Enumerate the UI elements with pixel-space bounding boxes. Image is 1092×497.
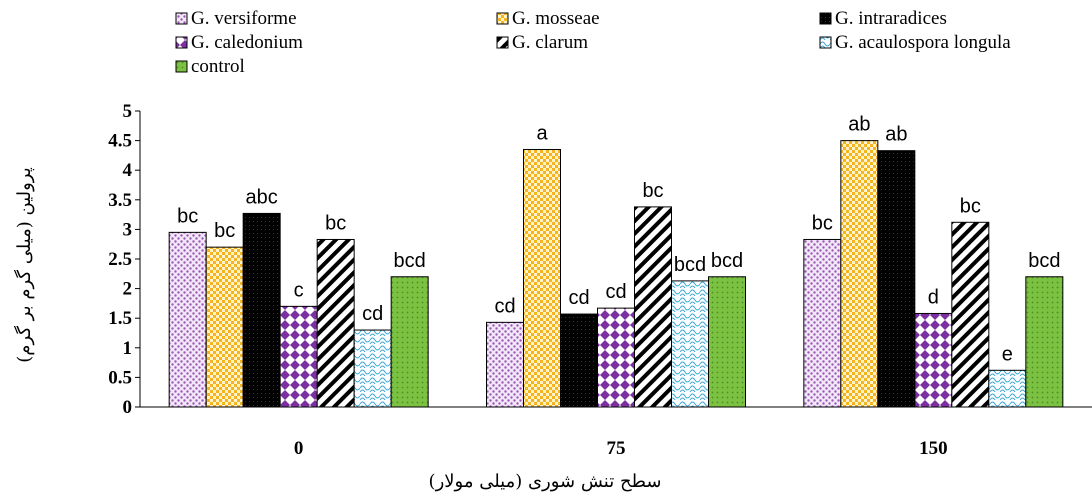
data-label: bcd: [711, 250, 743, 272]
data-label: bc: [325, 212, 346, 234]
legend-swatch: [496, 36, 509, 49]
legend-swatch: [175, 36, 188, 49]
bar: [353, 329, 392, 408]
data-label: cd: [362, 303, 383, 325]
bar: [597, 307, 635, 408]
bar: [634, 206, 672, 408]
bar: [560, 313, 598, 408]
y-tick-label: 1: [123, 338, 133, 359]
x-tick-label: 75: [607, 438, 626, 459]
legend-swatch: [175, 60, 188, 73]
y-tick-label: 0.5: [108, 367, 132, 388]
bar: [316, 238, 355, 408]
legend-label: G. acaulospora longula: [835, 32, 1011, 53]
data-label: e: [1002, 343, 1013, 365]
data-label: bc: [642, 180, 663, 202]
data-label: ab: [885, 124, 907, 146]
data-label: bcd: [394, 250, 426, 272]
bar: [242, 212, 281, 408]
bar: [279, 305, 318, 408]
data-label: cd: [605, 281, 626, 303]
data-label: ab: [848, 114, 870, 136]
y-tick-label: 2.5: [108, 249, 132, 270]
data-label: bcd: [1028, 250, 1060, 272]
y-tick-label: 1.5: [108, 308, 132, 329]
bar: [671, 280, 709, 408]
y-tick-label: 5: [123, 101, 133, 122]
bar: [877, 150, 916, 408]
bar: [840, 140, 879, 408]
legend-swatch: [819, 36, 832, 49]
x-tick-label: 150: [919, 438, 948, 459]
data-label: bc: [812, 212, 833, 234]
bar: [914, 312, 953, 408]
x-tick-label: 0: [294, 438, 304, 459]
legend-label: G. clarum: [512, 32, 588, 53]
bar: [951, 221, 990, 408]
legend-swatch: [819, 12, 832, 25]
data-label: abc: [246, 186, 278, 208]
legend-label: control: [191, 56, 245, 77]
y-tick-label: 4: [123, 160, 133, 181]
bar: [523, 148, 561, 408]
data-label: a: [536, 122, 548, 144]
y-tick-label: 2: [123, 279, 133, 300]
y-tick-label: 0: [123, 397, 133, 418]
data-label: bc: [960, 195, 981, 217]
bar: [390, 276, 429, 408]
legend-swatch: [496, 12, 509, 25]
data-label: bcd: [674, 254, 706, 276]
y-axis: 0 0.5 1 1.5 2 2.5 3 3.5 4 4.5 5: [108, 101, 141, 418]
legend-swatch: [175, 12, 188, 25]
bar: [168, 231, 207, 408]
data-label: bc: [214, 220, 235, 242]
data-label: cd: [568, 287, 589, 309]
y-tick-label: 3: [123, 219, 133, 240]
x-axis: 0 75 150: [140, 406, 1092, 459]
legend-label: G. mosseae: [512, 8, 600, 29]
y-axis-title: پرولین (میلی گرم بر گرم): [13, 167, 35, 362]
legend-label: G. caledonium: [191, 32, 303, 53]
data-label: c: [294, 279, 304, 301]
y-tick-label: 4.5: [108, 131, 132, 152]
bar: [708, 276, 746, 408]
bar: [988, 369, 1027, 408]
data-label: cd: [494, 295, 515, 317]
x-axis-title: سطح تنش شوری (میلی مولار): [429, 471, 662, 492]
data-label: bc: [177, 205, 198, 227]
bar: [803, 238, 842, 408]
bar: [205, 246, 244, 408]
legend-label: G. intraradices: [835, 8, 947, 29]
data-label: d: [928, 286, 939, 308]
legend-label: G. versiforme: [191, 8, 297, 29]
bar: [1025, 276, 1064, 408]
legend: G. versiforme G. mosseae G. intraradices G.…: [175, 8, 1011, 77]
bar: [486, 321, 524, 408]
y-tick-label: 3.5: [108, 190, 132, 211]
